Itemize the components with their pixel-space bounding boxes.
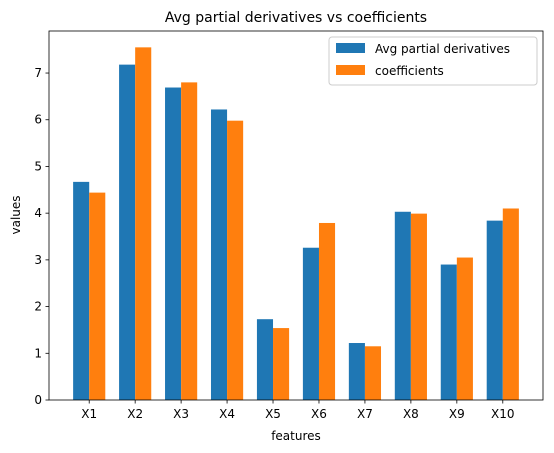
bar-avg-partial-derivatives-x4	[210, 109, 228, 400]
bar-avg-partial-derivatives-x6	[302, 247, 319, 400]
y-tick-label-5: 5	[34, 159, 42, 173]
legend-swatch-avg-partial-derivatives	[336, 43, 365, 53]
x-tick-label-x2: X2	[127, 407, 143, 421]
x-tick-label-x3: X3	[173, 407, 189, 421]
y-tick-label-6: 6	[34, 113, 42, 127]
bar-avg-partial-derivatives-x10	[486, 220, 503, 400]
bar-coefficients-x10	[502, 208, 519, 400]
bar-avg-partial-derivatives-x1	[73, 181, 90, 400]
y-axis-ticks: 0 1 2 3 4 5 6 7	[34, 66, 49, 407]
bar-coefficients-x1	[89, 192, 106, 400]
bar-coefficients-x3	[181, 82, 198, 400]
x-tick-label-x7: X7	[357, 407, 373, 421]
bar-coefficients-x4	[227, 120, 244, 400]
bar-coefficients-x6	[318, 222, 336, 400]
y-tick-label-0: 0	[34, 393, 42, 407]
y-tick-label-3: 3	[34, 253, 42, 267]
x-tick-label-x9: X9	[449, 407, 465, 421]
x-axis-label: features	[271, 429, 321, 443]
y-tick-label-1: 1	[34, 346, 42, 360]
x-tick-label-x8: X8	[403, 407, 419, 421]
chart-title: Avg partial derivatives vs coefficients	[165, 10, 427, 26]
legend-box	[328, 36, 538, 86]
bar-coefficients-x5	[273, 328, 290, 400]
axes-frame	[48, 30, 544, 401]
bar-avg-partial-derivatives-x7	[348, 343, 365, 400]
bar-coefficients-x7	[364, 346, 382, 400]
y-axis-label: values	[9, 195, 23, 234]
y-tick-label-7: 7	[34, 66, 42, 80]
bar-coefficients-x8	[410, 213, 427, 400]
bar-avg-partial-derivatives-x8	[394, 211, 411, 400]
bar-coefficients-x9	[456, 257, 473, 400]
legend-label-coefficients: coefficients	[375, 64, 444, 78]
legend-swatch-coefficients	[336, 65, 365, 75]
bar-avg-partial-derivatives-x3	[165, 87, 182, 400]
x-tick-label-x1: X1	[81, 407, 97, 421]
bars-layer	[73, 47, 519, 401]
legend-label-avg-partial-derivatives: Avg partial derivatives	[375, 42, 510, 56]
bar-coefficients-x2	[135, 47, 152, 400]
y-tick-label-2: 2	[34, 300, 42, 314]
x-tick-label-x4: X4	[219, 407, 235, 421]
legend: Avg partial derivatives coefficients	[328, 36, 538, 86]
x-tick-label-x6: X6	[311, 407, 327, 421]
x-tick-label-x10: X10	[491, 407, 515, 421]
bar-avg-partial-derivatives-x5	[256, 319, 274, 400]
bar-avg-partial-derivatives-x9	[440, 264, 457, 400]
y-tick-label-4: 4	[34, 206, 42, 220]
x-axis-ticks: X1 X2 X3 X4 X5 X6 X7 X8 X9 X10	[81, 400, 515, 421]
bar-avg-partial-derivatives-x2	[119, 64, 136, 401]
x-tick-label-x5: X5	[265, 407, 281, 421]
